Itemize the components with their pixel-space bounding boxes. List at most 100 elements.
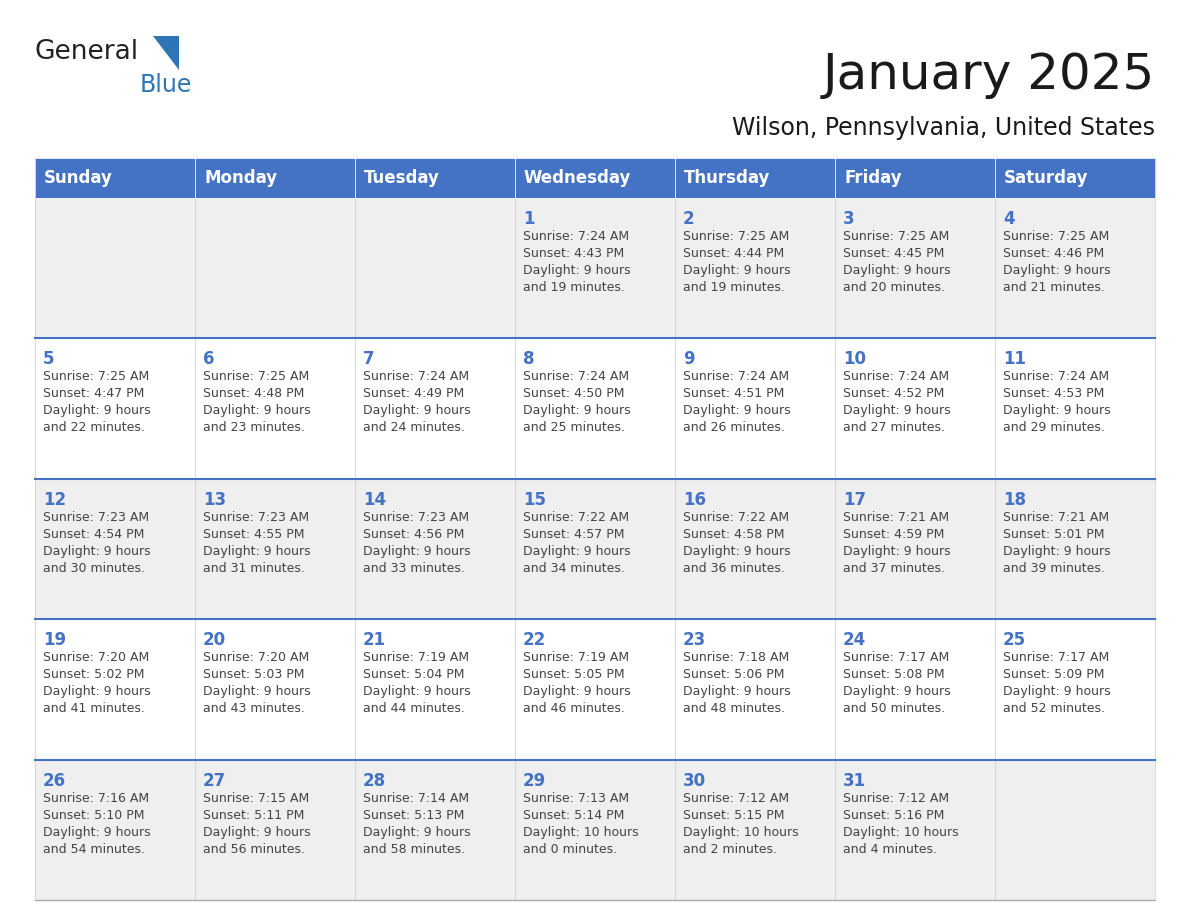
Text: 31: 31 — [843, 772, 866, 789]
Text: and 50 minutes.: and 50 minutes. — [843, 702, 946, 715]
Text: Sunrise: 7:17 AM: Sunrise: 7:17 AM — [843, 651, 949, 665]
Text: 6: 6 — [203, 351, 215, 368]
Text: 8: 8 — [523, 351, 535, 368]
Text: Sunrise: 7:15 AM: Sunrise: 7:15 AM — [203, 791, 309, 804]
Text: and 44 minutes.: and 44 minutes. — [364, 702, 465, 715]
Bar — [996, 158, 1155, 198]
Text: Sunset: 5:14 PM: Sunset: 5:14 PM — [523, 809, 625, 822]
Text: 3: 3 — [843, 210, 854, 228]
Text: Daylight: 9 hours: Daylight: 9 hours — [1003, 685, 1111, 699]
Text: Sunset: 5:04 PM: Sunset: 5:04 PM — [364, 668, 465, 681]
Text: Saturday: Saturday — [1004, 169, 1088, 187]
Text: 21: 21 — [364, 632, 386, 649]
Text: Daylight: 9 hours: Daylight: 9 hours — [364, 544, 470, 558]
Text: Sunset: 4:47 PM: Sunset: 4:47 PM — [43, 387, 145, 400]
Text: Sunset: 5:09 PM: Sunset: 5:09 PM — [1003, 668, 1105, 681]
Text: Sunset: 5:03 PM: Sunset: 5:03 PM — [203, 668, 304, 681]
Text: Daylight: 9 hours: Daylight: 9 hours — [523, 685, 631, 699]
Text: Daylight: 9 hours: Daylight: 9 hours — [683, 264, 791, 277]
Text: Daylight: 9 hours: Daylight: 9 hours — [523, 264, 631, 277]
Text: and 37 minutes.: and 37 minutes. — [843, 562, 944, 575]
Text: Sunrise: 7:13 AM: Sunrise: 7:13 AM — [523, 791, 630, 804]
Text: Sunrise: 7:14 AM: Sunrise: 7:14 AM — [364, 791, 469, 804]
Text: Sunset: 4:55 PM: Sunset: 4:55 PM — [203, 528, 304, 541]
Polygon shape — [153, 36, 179, 70]
Text: Sunset: 5:06 PM: Sunset: 5:06 PM — [683, 668, 784, 681]
Text: and 58 minutes.: and 58 minutes. — [364, 843, 466, 856]
Text: Daylight: 9 hours: Daylight: 9 hours — [843, 685, 950, 699]
Text: Wilson, Pennsylvania, United States: Wilson, Pennsylvania, United States — [732, 116, 1155, 140]
Bar — [516, 158, 675, 198]
Text: Sunrise: 7:19 AM: Sunrise: 7:19 AM — [364, 651, 469, 665]
Text: Sunrise: 7:25 AM: Sunrise: 7:25 AM — [1003, 230, 1110, 243]
Text: Sunset: 4:49 PM: Sunset: 4:49 PM — [364, 387, 465, 400]
Text: Daylight: 9 hours: Daylight: 9 hours — [1003, 544, 1111, 558]
Text: 14: 14 — [364, 491, 386, 509]
Text: Sunset: 4:44 PM: Sunset: 4:44 PM — [683, 247, 784, 260]
Text: Sunrise: 7:25 AM: Sunrise: 7:25 AM — [683, 230, 789, 243]
Text: Sunset: 4:53 PM: Sunset: 4:53 PM — [1003, 387, 1105, 400]
Text: Daylight: 9 hours: Daylight: 9 hours — [43, 825, 151, 839]
Text: Sunrise: 7:21 AM: Sunrise: 7:21 AM — [843, 510, 949, 524]
Text: Sunrise: 7:20 AM: Sunrise: 7:20 AM — [43, 651, 150, 665]
Text: Daylight: 10 hours: Daylight: 10 hours — [523, 825, 639, 839]
Text: Sunset: 4:43 PM: Sunset: 4:43 PM — [523, 247, 624, 260]
Text: Sunrise: 7:19 AM: Sunrise: 7:19 AM — [523, 651, 630, 665]
Text: Daylight: 9 hours: Daylight: 9 hours — [203, 405, 310, 418]
Text: Sunset: 4:57 PM: Sunset: 4:57 PM — [523, 528, 625, 541]
Text: 20: 20 — [203, 632, 226, 649]
Text: 10: 10 — [843, 351, 866, 368]
Text: Sunset: 4:52 PM: Sunset: 4:52 PM — [843, 387, 944, 400]
Text: Sunrise: 7:25 AM: Sunrise: 7:25 AM — [843, 230, 949, 243]
Text: Daylight: 9 hours: Daylight: 9 hours — [364, 405, 470, 418]
Bar — [34, 479, 1155, 620]
Text: Sunrise: 7:18 AM: Sunrise: 7:18 AM — [683, 651, 789, 665]
Text: Sunrise: 7:22 AM: Sunrise: 7:22 AM — [523, 510, 630, 524]
Text: Sunset: 5:02 PM: Sunset: 5:02 PM — [43, 668, 145, 681]
Text: and 39 minutes.: and 39 minutes. — [1003, 562, 1105, 575]
Text: Wednesday: Wednesday — [524, 169, 631, 187]
Text: and 36 minutes.: and 36 minutes. — [683, 562, 785, 575]
Text: Sunset: 5:15 PM: Sunset: 5:15 PM — [683, 809, 784, 822]
Text: Sunrise: 7:24 AM: Sunrise: 7:24 AM — [1003, 370, 1110, 384]
Text: Sunset: 5:05 PM: Sunset: 5:05 PM — [523, 668, 625, 681]
Text: and 52 minutes.: and 52 minutes. — [1003, 702, 1105, 715]
Text: and 24 minutes.: and 24 minutes. — [364, 421, 465, 434]
Text: and 33 minutes.: and 33 minutes. — [364, 562, 465, 575]
Text: and 4 minutes.: and 4 minutes. — [843, 843, 937, 856]
Text: 17: 17 — [843, 491, 866, 509]
Text: and 54 minutes.: and 54 minutes. — [43, 843, 145, 856]
Text: Sunset: 4:56 PM: Sunset: 4:56 PM — [364, 528, 465, 541]
Text: 29: 29 — [523, 772, 546, 789]
Text: Daylight: 9 hours: Daylight: 9 hours — [203, 544, 310, 558]
Text: 1: 1 — [523, 210, 535, 228]
Text: Sunrise: 7:12 AM: Sunrise: 7:12 AM — [843, 791, 949, 804]
Text: Sunset: 5:11 PM: Sunset: 5:11 PM — [203, 809, 304, 822]
Text: Sunrise: 7:25 AM: Sunrise: 7:25 AM — [43, 370, 150, 384]
Text: and 2 minutes.: and 2 minutes. — [683, 843, 777, 856]
Text: Daylight: 9 hours: Daylight: 9 hours — [1003, 264, 1111, 277]
Bar — [34, 339, 1155, 479]
Text: Daylight: 9 hours: Daylight: 9 hours — [43, 544, 151, 558]
Text: Sunset: 4:46 PM: Sunset: 4:46 PM — [1003, 247, 1105, 260]
Text: and 46 minutes.: and 46 minutes. — [523, 702, 625, 715]
Text: Sunrise: 7:25 AM: Sunrise: 7:25 AM — [203, 370, 309, 384]
Text: 9: 9 — [683, 351, 695, 368]
Bar — [835, 158, 996, 198]
Text: 12: 12 — [43, 491, 67, 509]
Text: 11: 11 — [1003, 351, 1026, 368]
Text: and 27 minutes.: and 27 minutes. — [843, 421, 944, 434]
Text: 13: 13 — [203, 491, 226, 509]
Text: and 25 minutes.: and 25 minutes. — [523, 421, 625, 434]
Text: Sunrise: 7:23 AM: Sunrise: 7:23 AM — [43, 510, 150, 524]
Text: Sunrise: 7:24 AM: Sunrise: 7:24 AM — [683, 370, 789, 384]
Text: Sunset: 5:13 PM: Sunset: 5:13 PM — [364, 809, 465, 822]
Text: and 26 minutes.: and 26 minutes. — [683, 421, 785, 434]
Text: Sunset: 5:08 PM: Sunset: 5:08 PM — [843, 668, 944, 681]
Text: Sunday: Sunday — [44, 169, 113, 187]
Text: Sunrise: 7:24 AM: Sunrise: 7:24 AM — [364, 370, 469, 384]
Text: Sunrise: 7:17 AM: Sunrise: 7:17 AM — [1003, 651, 1110, 665]
Text: and 31 minutes.: and 31 minutes. — [203, 562, 305, 575]
Text: Daylight: 9 hours: Daylight: 9 hours — [43, 405, 151, 418]
Text: General: General — [34, 39, 139, 65]
